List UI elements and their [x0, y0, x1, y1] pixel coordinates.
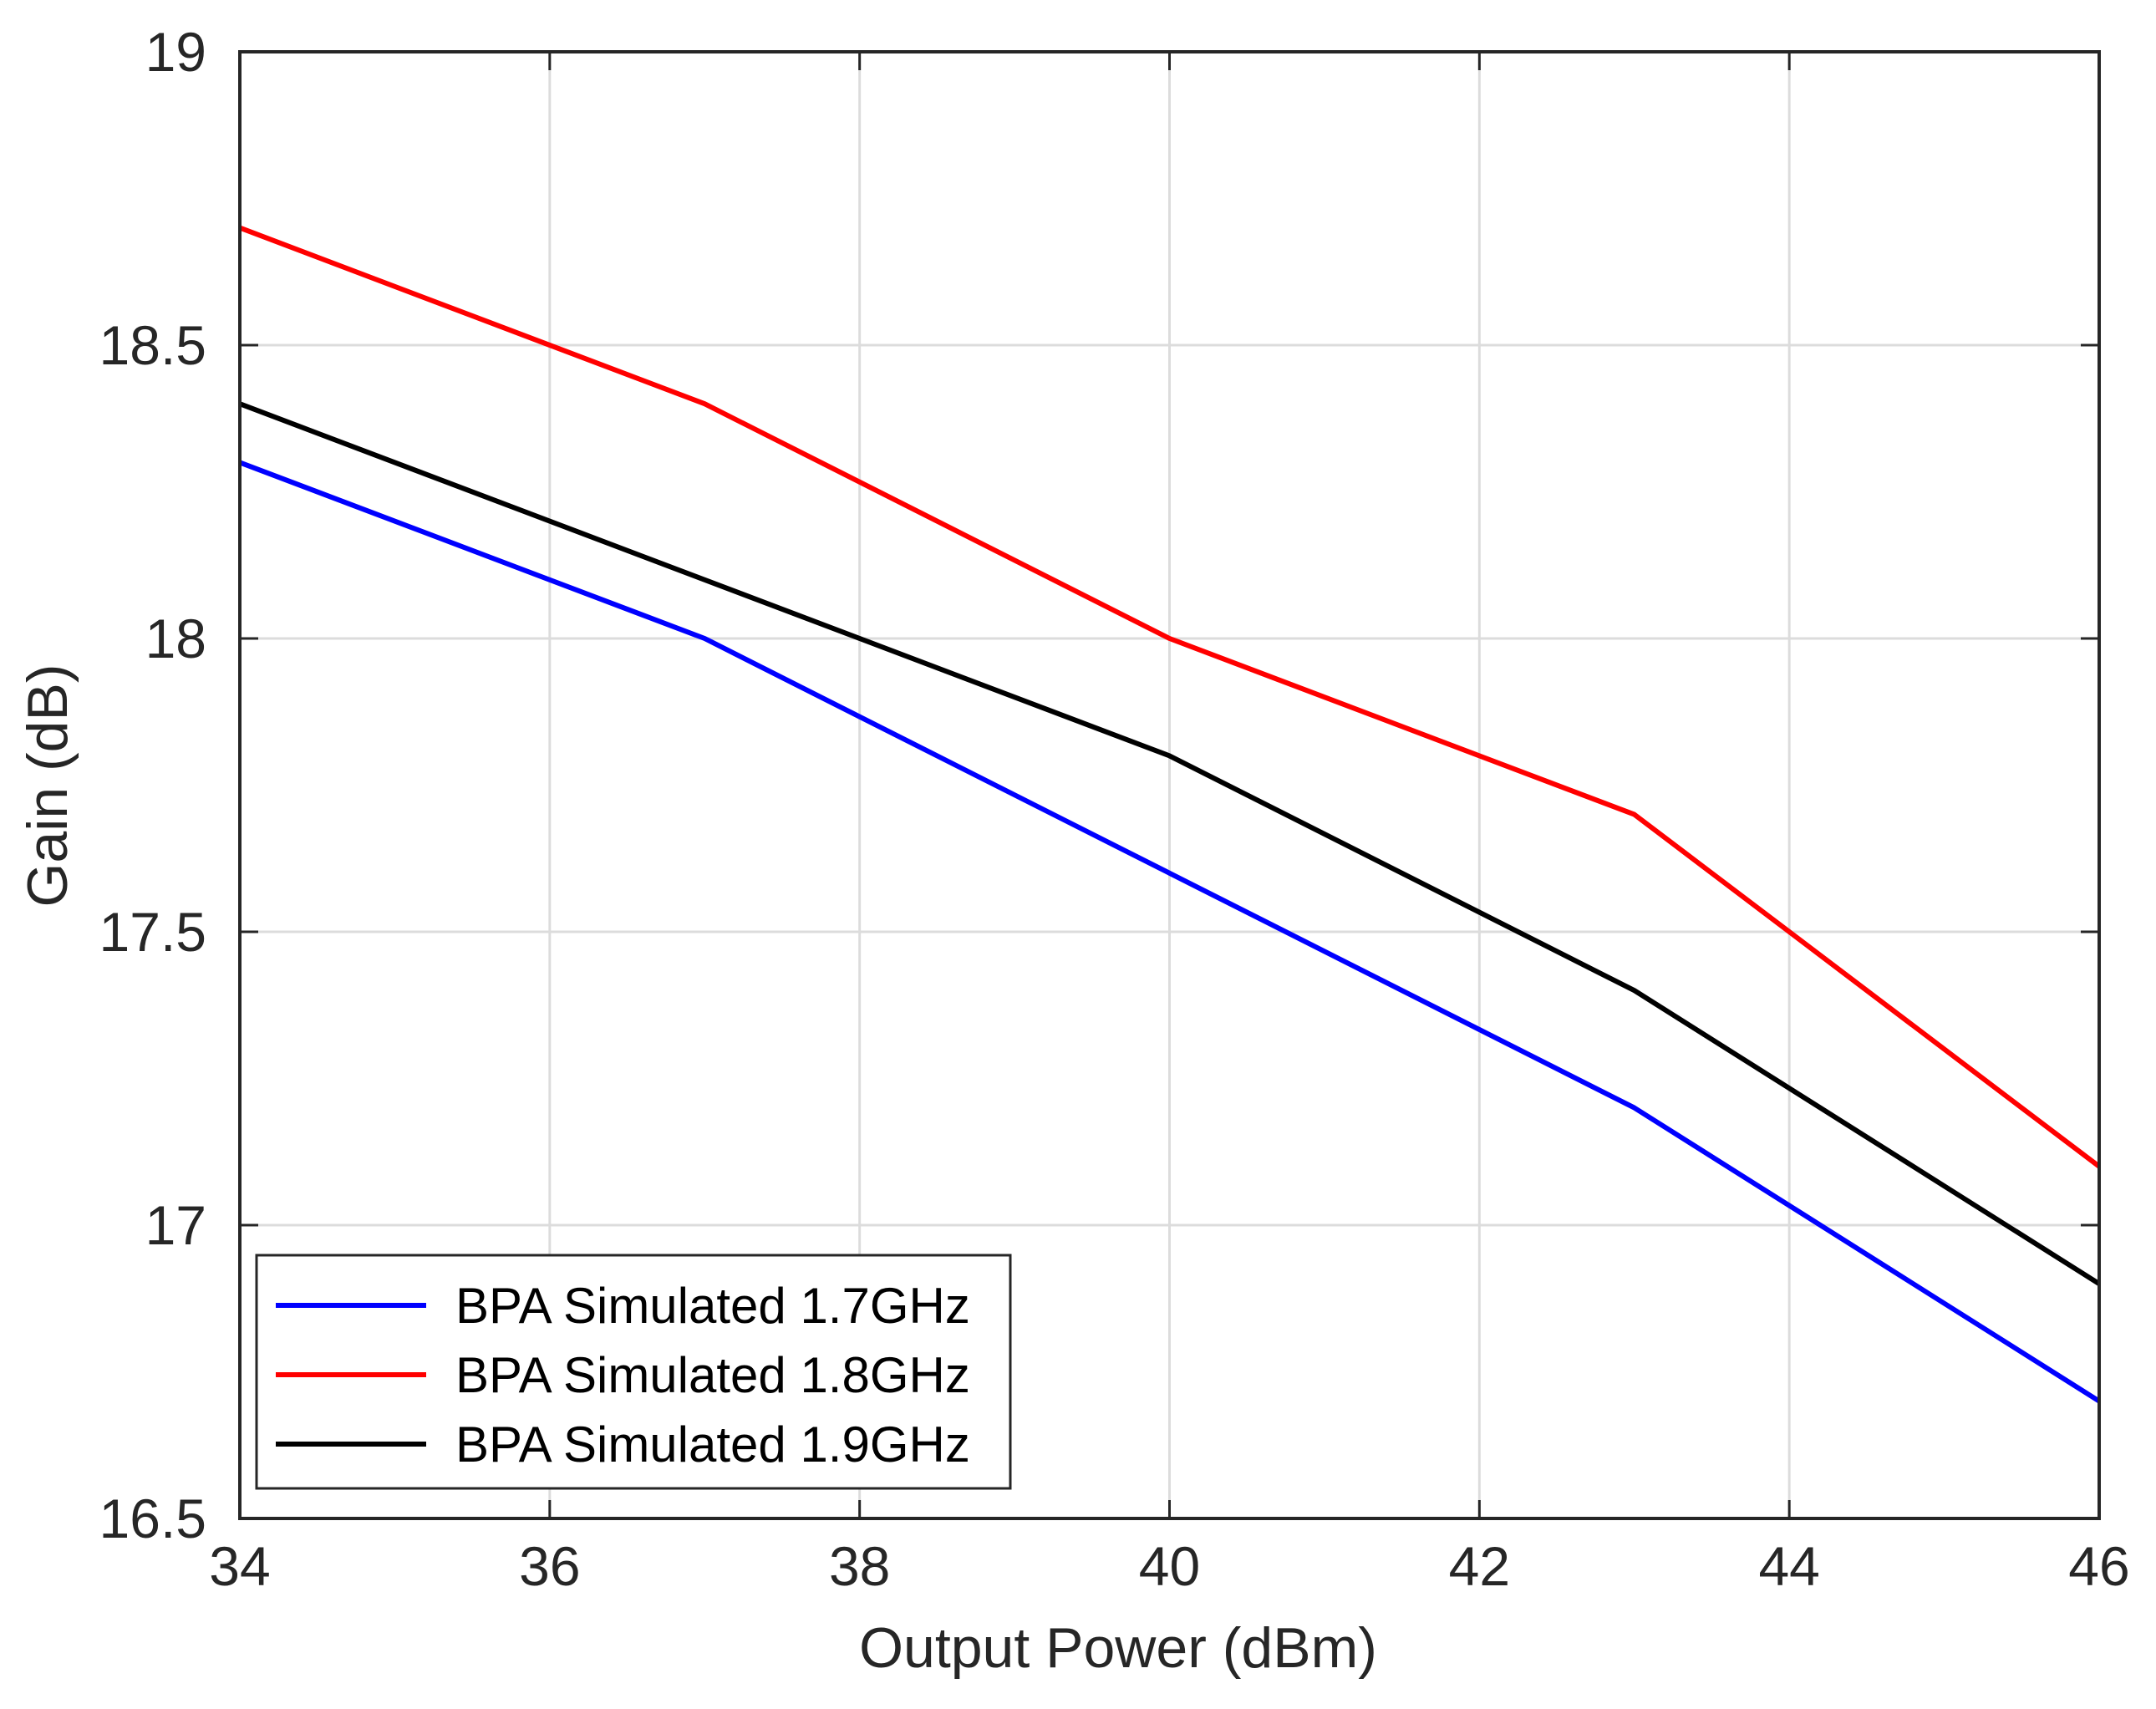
y-tick-label: 17.5	[99, 901, 206, 963]
y-axis-title: Gain (dB)	[16, 664, 79, 908]
series-line-1	[238, 460, 2101, 1404]
x-tick-label: 38	[829, 1535, 890, 1597]
y-tick-label: 18.5	[99, 314, 206, 376]
legend-label-1: BPA Simulated 1.7GHz	[455, 1278, 970, 1334]
x-tick-label: 34	[209, 1535, 270, 1597]
legend-box	[255, 1254, 1012, 1490]
y-tick-label: 19	[145, 21, 206, 83]
x-axis-title: Output Power (dBm)	[859, 1616, 1377, 1680]
y-tick-labels: 16.5 17 17.5 18 18.5 19	[99, 21, 206, 1549]
plot-frame	[238, 50, 2101, 1520]
y-tick-label: 17	[145, 1194, 206, 1256]
x-tick-labels: 34 36 38 40 42 44 46	[209, 1535, 2129, 1597]
y-tick-label: 18	[145, 608, 206, 669]
x-tick-label: 44	[1758, 1535, 1819, 1597]
x-tick-label: 46	[2068, 1535, 2129, 1597]
x-tick-label: 40	[1139, 1535, 1200, 1597]
legend-label-3: BPA Simulated 1.9GHz	[455, 1417, 970, 1472]
series-lines	[238, 225, 2101, 1404]
legend-label-2: BPA Simulated 1.8GHz	[455, 1347, 970, 1403]
x-tick-label: 42	[1449, 1535, 1510, 1597]
y-tick-label: 16.5	[99, 1488, 206, 1549]
legend: BPA Simulated 1.7GHz BPA Simulated 1.8GHz…	[255, 1254, 1012, 1490]
series-line-3	[238, 401, 2101, 1286]
series-line-2	[238, 225, 2101, 1169]
x-tick-label: 36	[519, 1535, 580, 1597]
